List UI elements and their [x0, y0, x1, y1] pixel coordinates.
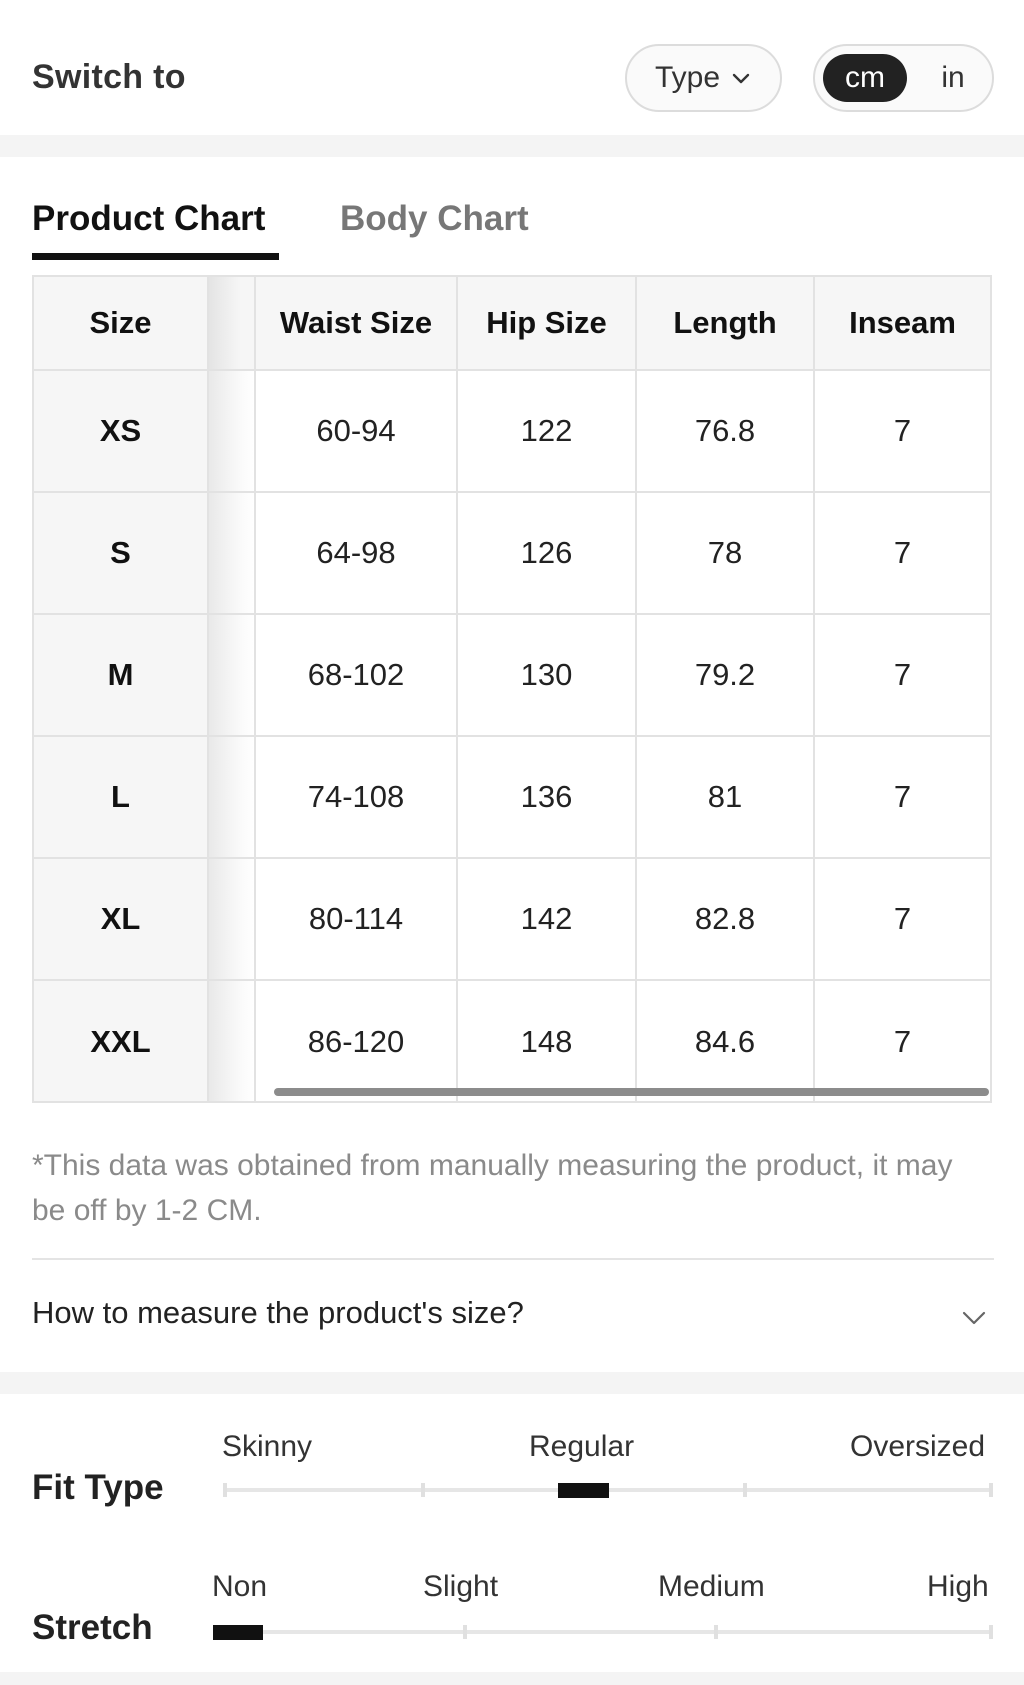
fit-label-oversized: Oversized [850, 1430, 986, 1463]
fit-label-skinny: Skinny [222, 1430, 313, 1463]
cell-size: XXL [34, 981, 209, 1101]
size-guide-header: Switch to Type cm in [0, 0, 1024, 135]
table-horizontal-scrollbar[interactable] [274, 1088, 989, 1096]
sticky-column-shadow [209, 737, 256, 857]
fit-type-selected-marker [558, 1483, 609, 1498]
divider [32, 1258, 994, 1260]
stretch-label-non: Non [212, 1570, 268, 1603]
column-header-inseam: Inseam [849, 305, 956, 340]
table-row: M 68-102 130 79.2 7 [34, 615, 990, 737]
sticky-column-shadow [209, 615, 256, 735]
stretch-tick [463, 1625, 467, 1639]
cell-size: L [34, 737, 209, 857]
table-row: S 64-98 126 78 7 [34, 493, 990, 615]
cell-size: S [34, 493, 209, 613]
how-to-measure-link[interactable]: How to measure the product's size? [32, 1295, 524, 1330]
cell-waist: 60-94 [256, 371, 458, 491]
stretch-label-medium: Medium [658, 1570, 765, 1603]
table-row: XL 80-114 142 82.8 7 [34, 859, 990, 981]
active-tab-indicator [32, 253, 279, 260]
fit-tick [223, 1483, 227, 1497]
column-header-hip: Hip Size [458, 277, 637, 369]
cell-size: XL [34, 859, 209, 979]
stretch-label-high: High [927, 1570, 989, 1603]
type-button-label: Type [654, 61, 721, 94]
size-table[interactable]: Size Waist Size Hip Size Length Inseam X… [32, 275, 992, 1103]
column-header-waist: Waist Size [256, 277, 458, 369]
section-separator [0, 1372, 1024, 1394]
table-row: L 74-108 136 81 7 [34, 737, 990, 859]
cell-length: 76.8 [637, 371, 815, 491]
cell-hip: 126 [458, 493, 637, 613]
cell-length: 82.8 [637, 859, 815, 979]
chevron-down-icon[interactable] [960, 1303, 988, 1331]
cell-hip: 142 [458, 859, 637, 979]
cell-length: 78 [637, 493, 815, 613]
cell-waist: 74-108 [256, 737, 458, 857]
cell-length: 81 [637, 737, 815, 857]
fit-tick [989, 1483, 993, 1497]
unit-in-option[interactable]: in [941, 61, 965, 94]
measurement-note: *This data was obtained from manually me… [32, 1149, 953, 1227]
stretch-tick [714, 1625, 718, 1639]
cell-waist: 64-98 [256, 493, 458, 613]
stretch-track [213, 1630, 993, 1634]
cell-size: XS [34, 371, 209, 491]
column-header-size: Size [34, 277, 209, 369]
switch-to-title: Switch to [32, 58, 186, 96]
sticky-column-shadow [209, 277, 256, 369]
sticky-column-shadow [209, 981, 256, 1101]
table-header-row: Size Waist Size Hip Size Length Inseam [34, 277, 990, 371]
cell-hip: 130 [458, 615, 637, 735]
table-row: XXL 86-120 148 84.6 7 [34, 981, 990, 1101]
cell-size: M [34, 615, 209, 735]
cell-inseam: 7 [893, 779, 912, 814]
section-separator [0, 135, 1024, 157]
cell-length: 79.2 [637, 615, 815, 735]
tab-body-chart[interactable]: Body Chart [340, 199, 529, 238]
cell-length: 84.6 [637, 981, 815, 1101]
cell-hip: 136 [458, 737, 637, 857]
sticky-column-shadow [209, 493, 256, 613]
tab-product-chart[interactable]: Product Chart [32, 199, 266, 238]
sticky-column-shadow [209, 859, 256, 979]
cell-waist: 86-120 [256, 981, 458, 1101]
cell-inseam: 7 [893, 535, 912, 570]
fit-label-regular: Regular [529, 1430, 635, 1463]
fit-type-title: Fit Type [32, 1468, 164, 1507]
sticky-column-shadow [209, 371, 256, 491]
stretch-selected-marker [213, 1625, 263, 1640]
chart-tabs: Product Chart Body Chart [0, 157, 1024, 277]
cell-inseam: 7 [893, 901, 912, 936]
cell-hip: 148 [458, 981, 637, 1101]
type-dropdown-button[interactable]: Type [625, 44, 782, 112]
cell-inseam: 7 [893, 413, 912, 448]
fit-tick [421, 1483, 425, 1497]
stretch-label-slight: Slight [423, 1570, 499, 1603]
unit-toggle: cm in [813, 44, 994, 112]
cell-inseam: 7 [893, 657, 912, 692]
stretch-title: Stretch [32, 1608, 153, 1647]
fit-tick [743, 1483, 747, 1497]
column-header-length: Length [637, 277, 815, 369]
cell-hip: 122 [458, 371, 637, 491]
unit-cm-option[interactable]: cm [823, 54, 907, 102]
cell-waist: 80-114 [256, 859, 458, 979]
stretch-tick [989, 1625, 993, 1639]
cell-waist: 68-102 [256, 615, 458, 735]
cell-inseam: 7 [893, 1024, 912, 1059]
table-row: XS 60-94 122 76.8 7 [34, 371, 990, 493]
chevron-down-icon [732, 73, 750, 84]
bottom-separator [0, 1672, 1024, 1685]
size-table-grid: Size Waist Size Hip Size Length Inseam X… [34, 277, 990, 1101]
